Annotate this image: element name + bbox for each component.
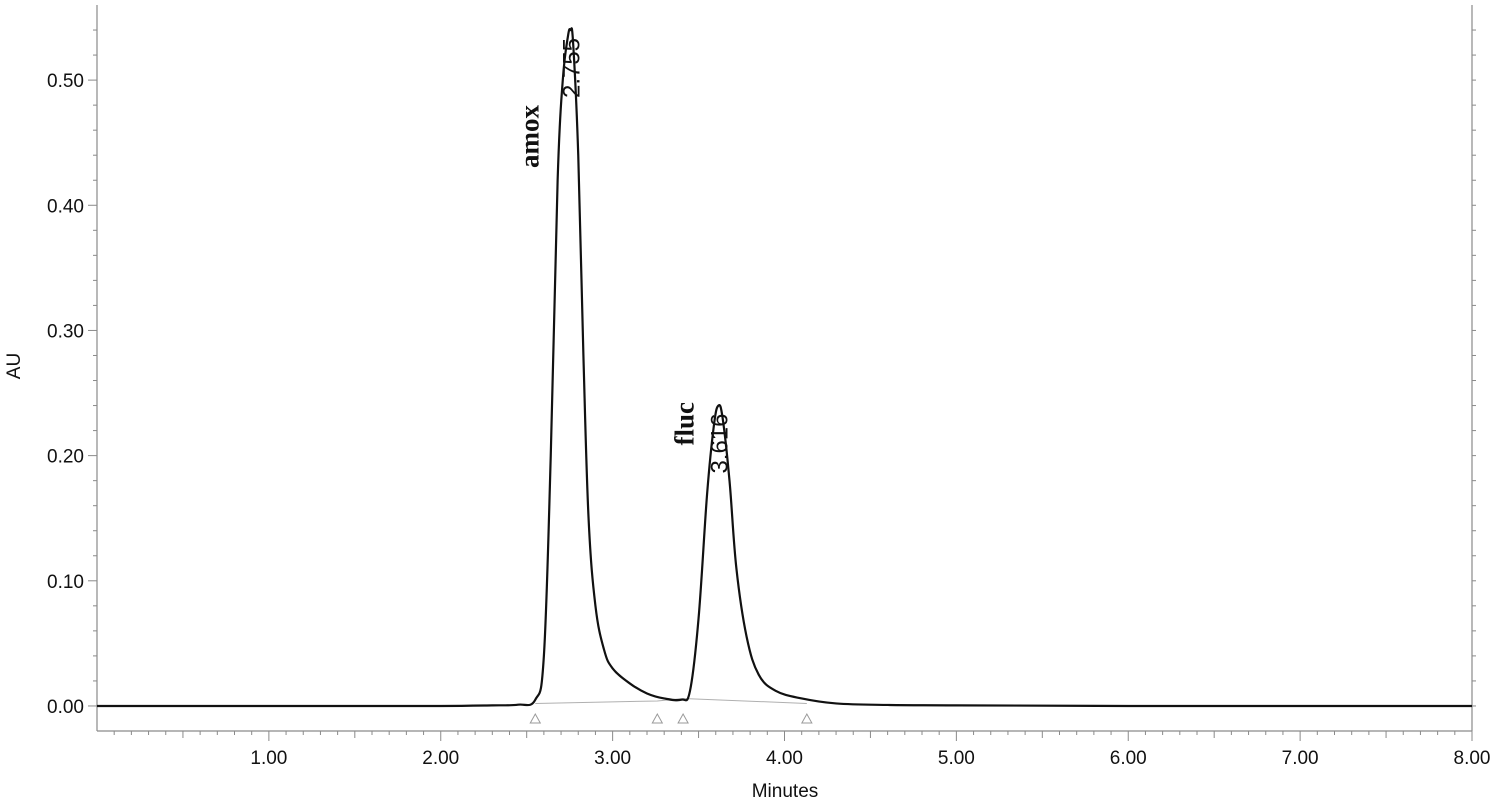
y-axis-title: AU (4, 353, 25, 379)
peak-compound-label: fluc (670, 402, 700, 446)
peak-compound-label: amox (515, 105, 545, 168)
axes (96, 5, 1473, 732)
integration-marker (800, 712, 813, 724)
x-tick-label: 8.00 (1454, 748, 1491, 769)
y-tick-label: 0.40 (47, 196, 84, 217)
y-tick-label: 0.00 (47, 697, 84, 718)
x-tick-label: 6.00 (1110, 748, 1147, 769)
peak-retention-time-label: 2.755 (559, 38, 586, 98)
y-tick-label: 0.20 (47, 447, 84, 468)
x-axis-title: Minutes (752, 781, 819, 799)
peak-labels: 2.755 amox 3.616 fluc (515, 38, 734, 474)
y-tick-label: 0.10 (47, 572, 84, 593)
x-tick-label: 1.00 (250, 748, 287, 769)
peak-retention-time-label: 3.616 (707, 413, 734, 473)
x-tick-labels: 1.00 2.00 3.00 4.00 5.00 6.00 7.00 8.00 (250, 748, 1490, 769)
x-tick-label: 5.00 (938, 748, 975, 769)
y-tick-label: 0.50 (47, 71, 84, 92)
integration-markers (529, 712, 813, 724)
minor-ticks (88, 29, 1476, 741)
integration-marker (677, 712, 689, 724)
x-tick-label: 3.00 (594, 748, 631, 769)
chromatogram-trace (97, 27, 1472, 708)
integration-marker (529, 712, 542, 724)
y-tick-label: 0.30 (47, 321, 84, 342)
x-tick-label: 7.00 (1282, 748, 1319, 769)
x-tick-label: 2.00 (422, 748, 459, 769)
y-tick-labels: 0.00 0.10 0.20 0.30 0.40 0.50 (47, 71, 84, 718)
x-tick-label: 4.00 (766, 748, 803, 769)
integration-marker (651, 712, 664, 724)
